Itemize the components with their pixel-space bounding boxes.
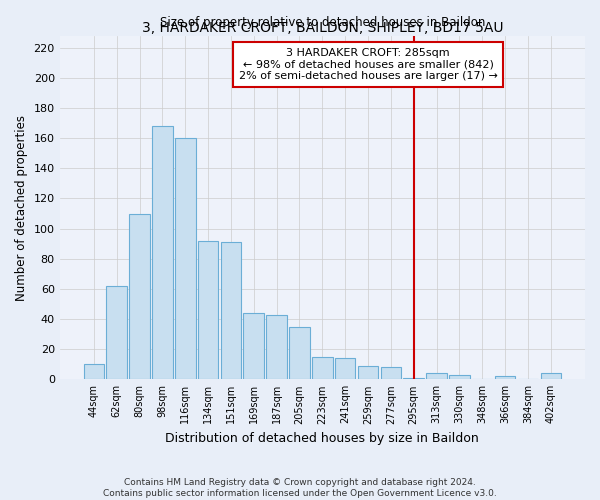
Bar [495, 376, 515, 380]
Bar [129, 214, 150, 380]
Bar [266, 314, 287, 380]
Y-axis label: Number of detached properties: Number of detached properties [15, 114, 28, 300]
Bar [541, 374, 561, 380]
Bar [221, 242, 241, 380]
Bar [198, 240, 218, 380]
Title: 3, HARDAKER CROFT, BAILDON, SHIPLEY, BD17 5AU: 3, HARDAKER CROFT, BAILDON, SHIPLEY, BD1… [142, 20, 503, 34]
Text: Contains HM Land Registry data © Crown copyright and database right 2024.
Contai: Contains HM Land Registry data © Crown c… [103, 478, 497, 498]
X-axis label: Distribution of detached houses by size in Baildon: Distribution of detached houses by size … [166, 432, 479, 445]
Bar [335, 358, 355, 380]
Bar [427, 374, 447, 380]
Bar [312, 356, 332, 380]
Bar [403, 378, 424, 380]
Bar [244, 313, 264, 380]
Bar [152, 126, 173, 380]
Text: Size of property relative to detached houses in Baildon: Size of property relative to detached ho… [160, 16, 485, 29]
Bar [449, 375, 470, 380]
Bar [106, 286, 127, 380]
Bar [289, 326, 310, 380]
Bar [358, 366, 379, 380]
Bar [175, 138, 196, 380]
Bar [83, 364, 104, 380]
Text: 3 HARDAKER CROFT: 285sqm
← 98% of detached houses are smaller (842)
2% of semi-d: 3 HARDAKER CROFT: 285sqm ← 98% of detach… [239, 48, 497, 81]
Bar [380, 367, 401, 380]
